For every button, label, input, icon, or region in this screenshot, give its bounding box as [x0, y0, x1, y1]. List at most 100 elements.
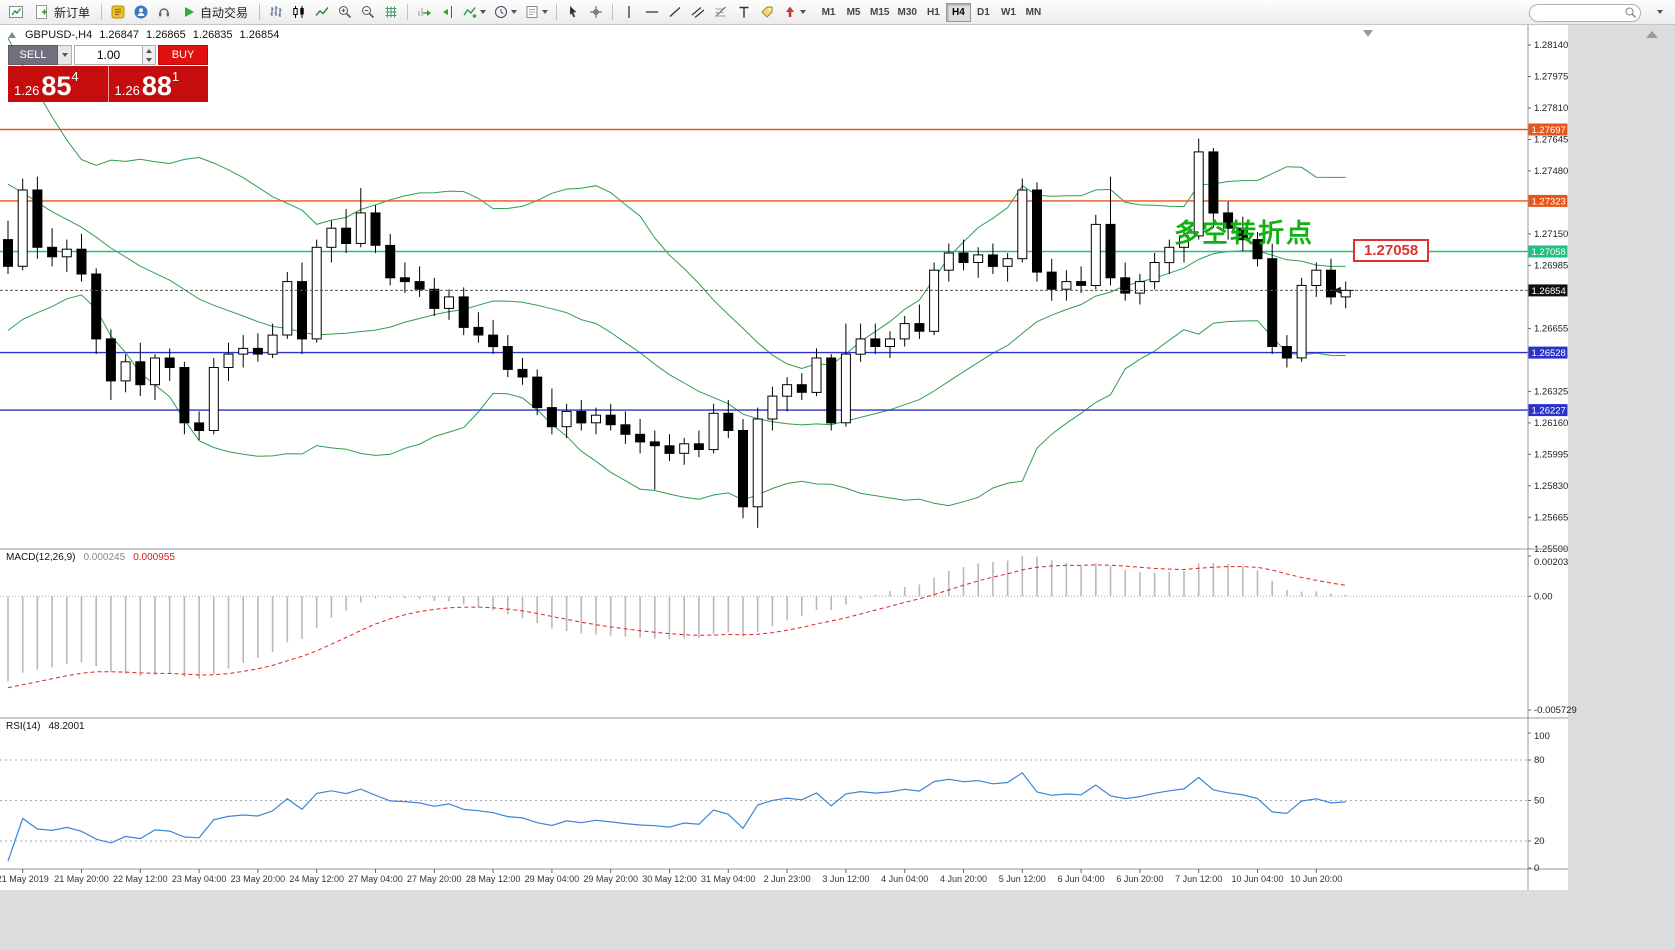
ohlc-low: 1.26835 [192, 29, 233, 41]
sell-button[interactable]: SELL [8, 45, 58, 65]
toolbar-overflow-button[interactable] [1648, 2, 1670, 23]
separator [407, 4, 409, 20]
price-axis[interactable]: 1.28140 1.27975 1.27810 1.27645 1.27480 1.271… [1527, 25, 1568, 890]
ohlc-high: 1.26865 [146, 29, 186, 41]
candle [914, 323, 925, 332]
zoom-out-icon[interactable] [357, 2, 379, 23]
support-icon[interactable] [153, 2, 175, 23]
candle [1149, 262, 1160, 283]
chart-window[interactable] [0, 25, 1568, 890]
tf-button-h1[interactable]: H1 [921, 3, 946, 22]
oct-collapse-arrow-icon[interactable] [8, 32, 16, 38]
rsi-line [7, 771, 1346, 862]
new-order-icon [36, 5, 47, 19]
candle [120, 361, 131, 382]
buy-price-display[interactable]: 1.26 88 1 [108, 66, 208, 102]
tf-button-w1[interactable]: W1 [996, 3, 1021, 22]
chart-shift-icon[interactable] [436, 2, 458, 23]
macd-axis[interactable]: 0.00203 0.00 -0.005729 [1528, 555, 1577, 716]
fibonacci-tool-icon[interactable] [710, 2, 732, 23]
candle [1105, 223, 1116, 279]
candle [605, 414, 616, 426]
grid-icon[interactable] [380, 2, 402, 23]
volume-up-icon[interactable] [143, 46, 155, 55]
horizontal-line-objects [0, 128, 1528, 411]
tf-button-m1[interactable]: M1 [816, 3, 841, 22]
crosshair-icon[interactable] [585, 2, 607, 23]
metaeditor-icon[interactable] [107, 2, 129, 23]
pivot-price-label[interactable]: 1.27058 [1353, 239, 1430, 262]
svg-text:1.26227: 1.26227 [1532, 406, 1566, 417]
svg-text:23 May 20:00: 23 May 20:00 [231, 874, 286, 884]
candle [620, 424, 631, 435]
scroll-up-icon[interactable] [1646, 31, 1658, 38]
new-order-label: 新订单 [54, 5, 91, 20]
chart-shift-marker-icon[interactable] [1363, 30, 1373, 37]
candle [488, 334, 499, 348]
candle [723, 412, 734, 431]
new-order-button[interactable]: 新订单 [28, 2, 96, 23]
candle [1090, 223, 1101, 286]
community-icon[interactable] [130, 2, 152, 23]
indicators-button[interactable] [459, 2, 489, 23]
candle [826, 357, 837, 424]
candle [150, 357, 160, 386]
hline-price-badge [1528, 194, 1568, 207]
channel-tool-icon[interactable] [687, 2, 709, 23]
tf-button-mn[interactable]: MN [1021, 3, 1046, 22]
tf-button-h4[interactable]: H4 [945, 2, 971, 22]
buy-button[interactable]: BUY [158, 45, 208, 65]
candlestick-chart-icon[interactable] [288, 2, 310, 23]
svg-text:1.26160: 1.26160 [1534, 418, 1568, 429]
svg-text:28 May 12:00: 28 May 12:00 [466, 874, 521, 884]
candle [61, 248, 72, 258]
svg-text:0.00203: 0.00203 [1534, 557, 1568, 568]
candle [958, 252, 969, 263]
tf-button-m30[interactable]: M30 [893, 3, 920, 22]
mdi-background-bottom [0, 890, 1569, 950]
horizontal-line-tool-icon[interactable] [641, 2, 663, 23]
bar-chart-icon[interactable] [265, 2, 287, 23]
trend-annotation-text[interactable]: 多空转折点 [1174, 218, 1315, 248]
volume-down-icon[interactable] [143, 55, 155, 64]
svg-text:1.27975: 1.27975 [1534, 72, 1568, 83]
candle [1179, 235, 1189, 248]
time-axis[interactable]: 21 May 2019 21 May 20:00 22 May 12:00 23 Ma… [0, 869, 1342, 884]
candle [1032, 189, 1042, 273]
candle [326, 227, 337, 248]
tf-button-m5[interactable]: M5 [841, 3, 866, 22]
label-tool-icon[interactable] [756, 2, 778, 23]
cursor-icon[interactable] [562, 2, 584, 23]
candle [576, 410, 587, 424]
autotrading-button[interactable]: 自动交易 [176, 2, 254, 23]
line-chart-icon[interactable] [311, 2, 333, 23]
trendline-tool-icon[interactable] [664, 2, 686, 23]
templates-button[interactable] [521, 2, 551, 23]
periods-button[interactable] [490, 2, 520, 23]
tf-button-m15[interactable]: M15 [866, 3, 893, 22]
arrows-tool-button[interactable] [779, 2, 809, 23]
auto-scroll-icon[interactable] [413, 2, 435, 23]
search-box [1529, 3, 1641, 22]
candle [282, 281, 293, 336]
volume-input[interactable] [74, 45, 143, 65]
svg-text:10 Jun 20:00: 10 Jun 20:00 [1290, 874, 1342, 884]
svg-text:1.27645: 1.27645 [1534, 135, 1568, 146]
symbol-search-input[interactable] [1529, 3, 1641, 22]
new-chart-icon[interactable] [5, 2, 27, 23]
separator [556, 4, 558, 20]
svg-text:7 Jun 12:00: 7 Jun 12:00 [1175, 874, 1222, 884]
text-tool-icon[interactable] [733, 2, 755, 23]
tf-button-d1[interactable]: D1 [971, 3, 996, 22]
vertical-line-tool-icon[interactable] [618, 2, 640, 23]
main-toolbar: 新订单 自动交易 [0, 0, 1675, 25]
candle [17, 189, 28, 267]
candle [693, 443, 704, 450]
rsi-axis[interactable]: 100 80 50 20 0 [1528, 731, 1550, 874]
volume-dropdown-button[interactable] [58, 45, 72, 65]
zoom-in-icon[interactable] [334, 2, 356, 23]
search-icon[interactable] [1624, 6, 1637, 19]
sell-price-display[interactable]: 1.26 85 4 [8, 66, 109, 102]
svg-text:27 May 20:00: 27 May 20:00 [407, 874, 462, 884]
